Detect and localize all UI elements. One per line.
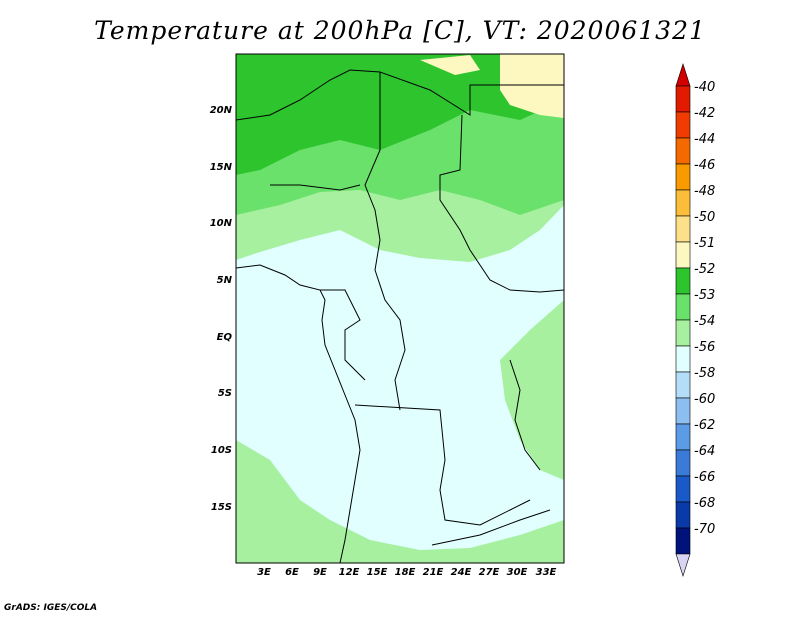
colorbar-label: -60 <box>694 392 716 407</box>
colorbar-label: -68 <box>694 496 716 511</box>
colorbar-swatch <box>675 449 691 477</box>
colorbar-swatch <box>675 527 691 555</box>
temperature-field <box>236 54 564 563</box>
map-frame <box>235 53 565 564</box>
lon-label-24e: 24E <box>450 567 472 578</box>
lon-label-12e: 12E <box>338 567 360 578</box>
lon-label-33e: 33E <box>535 567 557 578</box>
colorbar-swatch <box>675 215 691 243</box>
lat-label-15n: 15N <box>209 162 232 173</box>
colorbar-swatch <box>675 319 691 347</box>
lon-label-6e: 6E <box>285 567 299 578</box>
colorbar-swatch <box>675 397 691 425</box>
lat-label-eq: EQ <box>216 332 232 343</box>
colorbar-label: -51 <box>694 236 716 251</box>
colorbar-label: -48 <box>694 184 716 199</box>
colorbar-swatch <box>675 293 691 321</box>
colorbar-swatch <box>675 111 691 139</box>
colorbar <box>675 63 691 577</box>
colorbar-label: -53 <box>694 288 716 303</box>
lat-label-20n: 20N <box>209 105 232 116</box>
credit-text: GrADS: IGES/COLA <box>4 603 98 613</box>
colorbar-label: -42 <box>694 106 716 121</box>
lon-label-3e: 3E <box>257 567 271 578</box>
colorbar-label: -40 <box>694 80 716 95</box>
colorbar-swatch <box>675 371 691 399</box>
lon-label-9e: 9E <box>313 567 327 578</box>
lon-label-27e: 27E <box>478 567 500 578</box>
map-title: Temperature at 200hPa [C], VT: 202006132… <box>94 16 706 45</box>
colorbar-swatch <box>675 267 691 295</box>
colorbar-swatch <box>675 501 691 529</box>
colorbar-label: -66 <box>694 470 716 485</box>
colorbar-label: -52 <box>694 262 716 277</box>
colorbar-swatch <box>675 137 691 165</box>
lat-label-10n: 10N <box>209 218 232 229</box>
colorbar-label: -50 <box>694 210 716 225</box>
lat-label-5n: 5N <box>216 275 232 286</box>
colorbar-swatch <box>675 423 691 451</box>
colorbar-label: -62 <box>694 418 716 433</box>
lon-label-30e: 30E <box>506 567 528 578</box>
colorbar-swatch <box>675 85 691 113</box>
lon-label-15e: 15E <box>366 567 388 578</box>
colorbar-swatch <box>675 241 691 269</box>
colorbar-label: -44 <box>694 132 716 147</box>
colorbar-label: -46 <box>694 158 716 173</box>
lat-label-10s: 10S <box>210 445 232 456</box>
colorbar-swatch <box>675 189 691 217</box>
lon-label-21e: 21E <box>422 567 444 578</box>
colorbar-swatch <box>675 345 691 373</box>
colorbar-label: -64 <box>694 444 716 459</box>
colorbar-label: -56 <box>694 340 716 355</box>
colorbar-top-arrow <box>675 63 691 87</box>
colorbar-bottom-arrow <box>675 553 691 577</box>
colorbar-swatch <box>675 475 691 503</box>
colorbar-label: -70 <box>694 522 716 537</box>
lat-label-15s: 15S <box>210 502 232 513</box>
colorbar-swatch <box>675 163 691 191</box>
colorbar-label: -58 <box>694 366 716 381</box>
lat-label-5s: 5S <box>217 388 232 399</box>
colorbar-label: -54 <box>694 314 716 329</box>
lon-label-18e: 18E <box>394 567 416 578</box>
